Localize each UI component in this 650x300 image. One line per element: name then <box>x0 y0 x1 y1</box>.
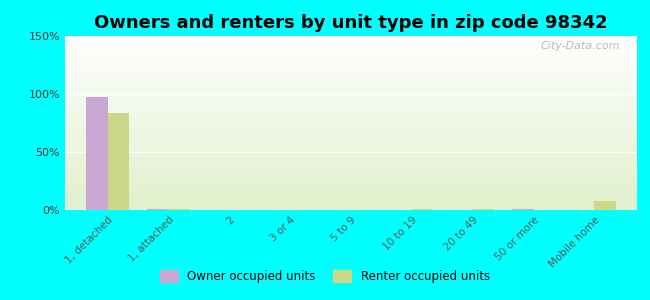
Title: Owners and renters by unit type in zip code 98342: Owners and renters by unit type in zip c… <box>94 14 608 32</box>
Bar <box>108 112 129 210</box>
Bar <box>412 209 433 210</box>
Legend: Owner occupied units, Renter occupied units: Owner occupied units, Renter occupied un… <box>155 266 495 288</box>
Bar <box>147 209 168 210</box>
Text: City-Data.com: City-Data.com <box>540 41 620 51</box>
Bar <box>168 209 190 210</box>
Bar <box>512 209 534 210</box>
Bar <box>86 98 108 210</box>
Bar <box>473 209 494 210</box>
Bar <box>594 201 616 210</box>
